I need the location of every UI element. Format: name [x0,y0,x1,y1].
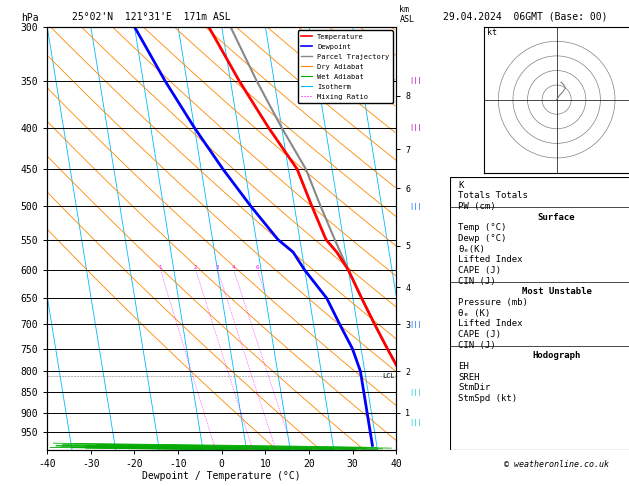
Text: Hodograph: Hodograph [533,351,581,360]
Text: |||: ||| [409,389,421,396]
Text: 1: 1 [159,265,162,270]
Text: PW (cm): PW (cm) [459,202,496,211]
Text: StmSpd (kt): StmSpd (kt) [459,394,518,403]
Text: CIN (J): CIN (J) [459,277,496,286]
Text: km
ASL: km ASL [399,5,415,24]
Legend: Temperature, Dewpoint, Parcel Trajectory, Dry Adiabat, Wet Adiabat, Isotherm, Mi: Temperature, Dewpoint, Parcel Trajectory… [298,30,392,104]
Text: hPa: hPa [21,13,38,22]
Text: |||: ||| [409,77,421,85]
Text: © weatheronline.co.uk: © weatheronline.co.uk [504,460,609,469]
Text: CIN (J): CIN (J) [459,341,496,350]
Text: Lifted Index: Lifted Index [459,255,523,264]
Text: |||: ||| [409,418,421,426]
X-axis label: Dewpoint / Temperature (°C): Dewpoint / Temperature (°C) [142,471,301,481]
Text: SREH: SREH [459,373,480,382]
Text: 6: 6 [255,265,259,270]
Text: CAPE (J): CAPE (J) [459,330,501,339]
Text: kt: kt [487,29,497,37]
Text: CAPE (J): CAPE (J) [459,266,501,275]
Text: Surface: Surface [538,212,576,222]
Text: θₑ (K): θₑ (K) [459,309,491,318]
Text: |||: ||| [409,321,421,328]
Text: Most Unstable: Most Unstable [521,287,592,296]
Text: K: K [459,181,464,190]
Text: EH: EH [459,362,469,371]
Text: Pressure (mb): Pressure (mb) [459,298,528,307]
Text: LCL: LCL [382,373,395,379]
Text: Lifted Index: Lifted Index [459,319,523,329]
Text: Dewp (°C): Dewp (°C) [459,234,507,243]
Text: θₑ(K): θₑ(K) [459,244,485,254]
Text: StmDir: StmDir [459,383,491,392]
Text: 25°02'N  121°31'E  171m ASL: 25°02'N 121°31'E 171m ASL [72,12,231,22]
Text: Totals Totals: Totals Totals [459,191,528,200]
Text: 4: 4 [232,265,235,270]
Text: |||: ||| [409,124,421,131]
Text: 3: 3 [216,265,220,270]
Text: |||: ||| [409,203,421,209]
Text: 29.04.2024  06GMT (Base: 00): 29.04.2024 06GMT (Base: 00) [443,12,608,22]
Text: 2: 2 [194,265,198,270]
Text: Temp (°C): Temp (°C) [459,223,507,232]
